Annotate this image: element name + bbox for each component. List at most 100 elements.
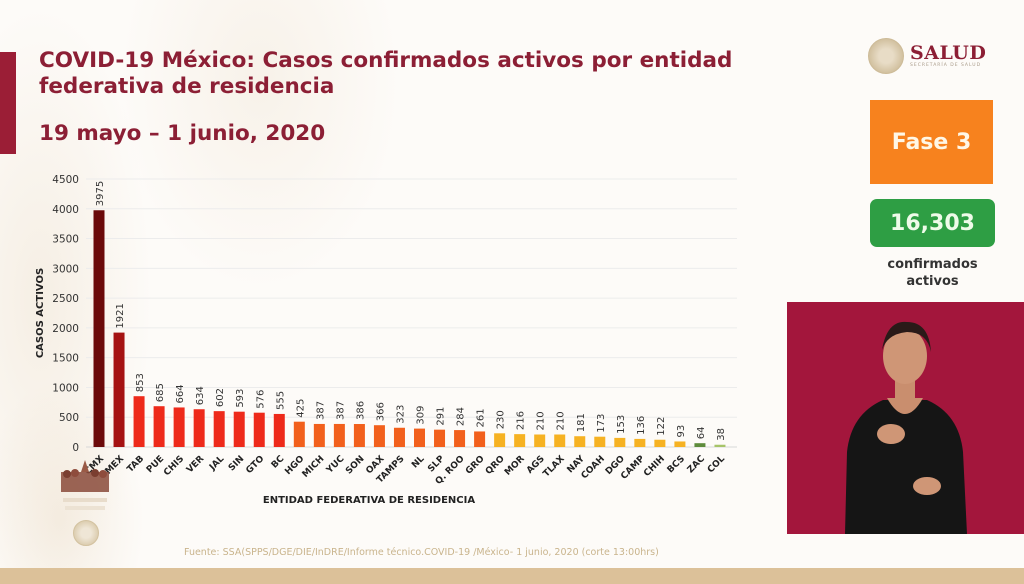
bar-hgo (293, 421, 305, 447)
bar-value-labels: 3975 1921 853 685 664 634 602 593 576 555 425 387 38… (95, 181, 727, 441)
page-title: COVID-19 México: Casos confirmados activ… (39, 48, 733, 99)
bar-value-label: 210 (556, 411, 567, 430)
y-tick-label: 4500 (52, 174, 79, 186)
bar-mor (514, 434, 526, 447)
bar-value-label: 555 (275, 391, 286, 410)
bar-value-label: 602 (215, 388, 226, 407)
x-tick-label: CHIH (642, 454, 667, 479)
bar-gto (253, 412, 265, 447)
bar-value-label: 387 (315, 401, 326, 420)
bar-ver (193, 409, 205, 447)
bar-tamps (393, 427, 405, 447)
sign-language-interpreter-video (787, 302, 1024, 534)
active-cases-label: confirmados activos (860, 256, 1005, 290)
x-tick-label: QRO (484, 454, 507, 477)
bar-chis (173, 407, 185, 447)
bar-value-label: 122 (656, 417, 667, 436)
x-tick-label: BCS (666, 454, 687, 475)
x-tick-label: GRO (464, 454, 487, 477)
active-cases-label-line1: confirmados (887, 257, 978, 272)
x-tick-label: SON (344, 454, 366, 476)
x-tick-label: COL (706, 454, 727, 475)
y-axis-ticks: 0 500 1000 1500 2000 2500 3000 3500 4000 4500 (52, 174, 79, 454)
x-tick-label: TLAX (542, 454, 567, 479)
chart-gridlines (86, 178, 737, 448)
bar-value-label: 291 (436, 407, 447, 426)
x-tick-label: ZAC (686, 454, 708, 476)
bar-value-label: 210 (536, 411, 547, 430)
phase-badge: Fase 3 (870, 100, 993, 184)
bar-value-label: 261 (476, 408, 487, 427)
bar-chart: 0 500 1000 1500 2000 2500 3000 3500 4000 4500 397… (35, 174, 737, 506)
bar-value-label: 323 (395, 405, 406, 424)
bar-value-label: 181 (576, 413, 587, 432)
logo-name: SALUD (910, 42, 987, 64)
x-tick-label: MICH (301, 454, 327, 480)
bar-bcs (674, 441, 686, 447)
title-accent-bar (0, 52, 16, 154)
x-tick-label: MOR (503, 454, 527, 478)
bar-value-label: 3975 (95, 181, 106, 206)
y-tick-label: 1000 (52, 382, 79, 394)
x-tick-label: JAL (207, 454, 226, 473)
bar-son (353, 424, 365, 447)
footer-bar (0, 568, 1024, 584)
bar-mich (313, 423, 325, 447)
bar-value-label: 153 (616, 415, 627, 434)
bar-chih (654, 439, 666, 447)
bar-oax (373, 425, 385, 447)
y-tick-label: 1500 (52, 353, 79, 365)
bar-dgo (614, 437, 626, 447)
bar-pue (153, 406, 165, 447)
bicentennial-emblem-icon (57, 458, 113, 516)
x-tick-label: VER (185, 454, 206, 475)
bar-ags (534, 434, 546, 447)
bar-slp (434, 429, 446, 447)
bar-value-label: 425 (295, 399, 306, 418)
bar-value-label: 387 (335, 401, 346, 420)
bar-value-label: 38 (716, 428, 727, 441)
chart-bars (93, 210, 726, 447)
x-tick-label: YUC (324, 454, 347, 477)
active-cases-total: 16,303 (870, 199, 995, 247)
bar-value-label: 853 (135, 373, 146, 392)
bar-value-label: 386 (355, 401, 366, 420)
bar-qro (494, 433, 506, 447)
y-tick-label: 3000 (52, 263, 79, 275)
x-axis-label: ENTIDAD FEDERATIVA DE RESIDENCIA (263, 495, 475, 506)
bar-value-label: 216 (516, 411, 527, 430)
active-cases-label-line2: activos (906, 274, 959, 289)
y-tick-label: 500 (59, 412, 79, 424)
national-seal-icon (868, 38, 904, 74)
y-tick-label: 2500 (52, 293, 79, 305)
bar-tlax (554, 434, 566, 447)
bar-value-label: 1921 (115, 303, 126, 328)
bar-col (714, 444, 726, 447)
bar-value-label: 664 (175, 384, 186, 403)
bar-coah (594, 436, 606, 447)
bar-value-label: 634 (195, 386, 206, 405)
y-axis-label: CASOS ACTIVOS (35, 268, 46, 358)
salud-logo: SALUD SECRETARÍA DE SALUD (868, 36, 998, 76)
seal-icon (73, 520, 99, 546)
interpreter-figure (787, 302, 1024, 534)
bar-value-label: 230 (496, 410, 507, 429)
x-tick-label: SIN (227, 454, 246, 473)
bar-qroo (454, 430, 466, 447)
bar-nay (574, 436, 586, 447)
bar-value-label: 93 (676, 425, 687, 438)
bar-jal (213, 411, 225, 447)
x-tick-label: TAB (125, 454, 146, 475)
bar-camp (634, 438, 646, 447)
bar-value-label: 685 (155, 383, 166, 402)
y-tick-label: 0 (72, 442, 79, 454)
date-range: 19 mayo – 1 junio, 2020 (39, 121, 326, 146)
bar-value-label: 284 (456, 407, 467, 426)
bar-value-label: 173 (596, 414, 607, 433)
bar-gro (474, 431, 486, 447)
bar-value-label: 64 (696, 426, 707, 439)
source-footnote: Fuente: SSA(SPPS/DGE/DIE/InDRE/Informe t… (184, 547, 659, 558)
bar-value-label: 593 (235, 389, 246, 408)
bar-zac (694, 443, 706, 447)
